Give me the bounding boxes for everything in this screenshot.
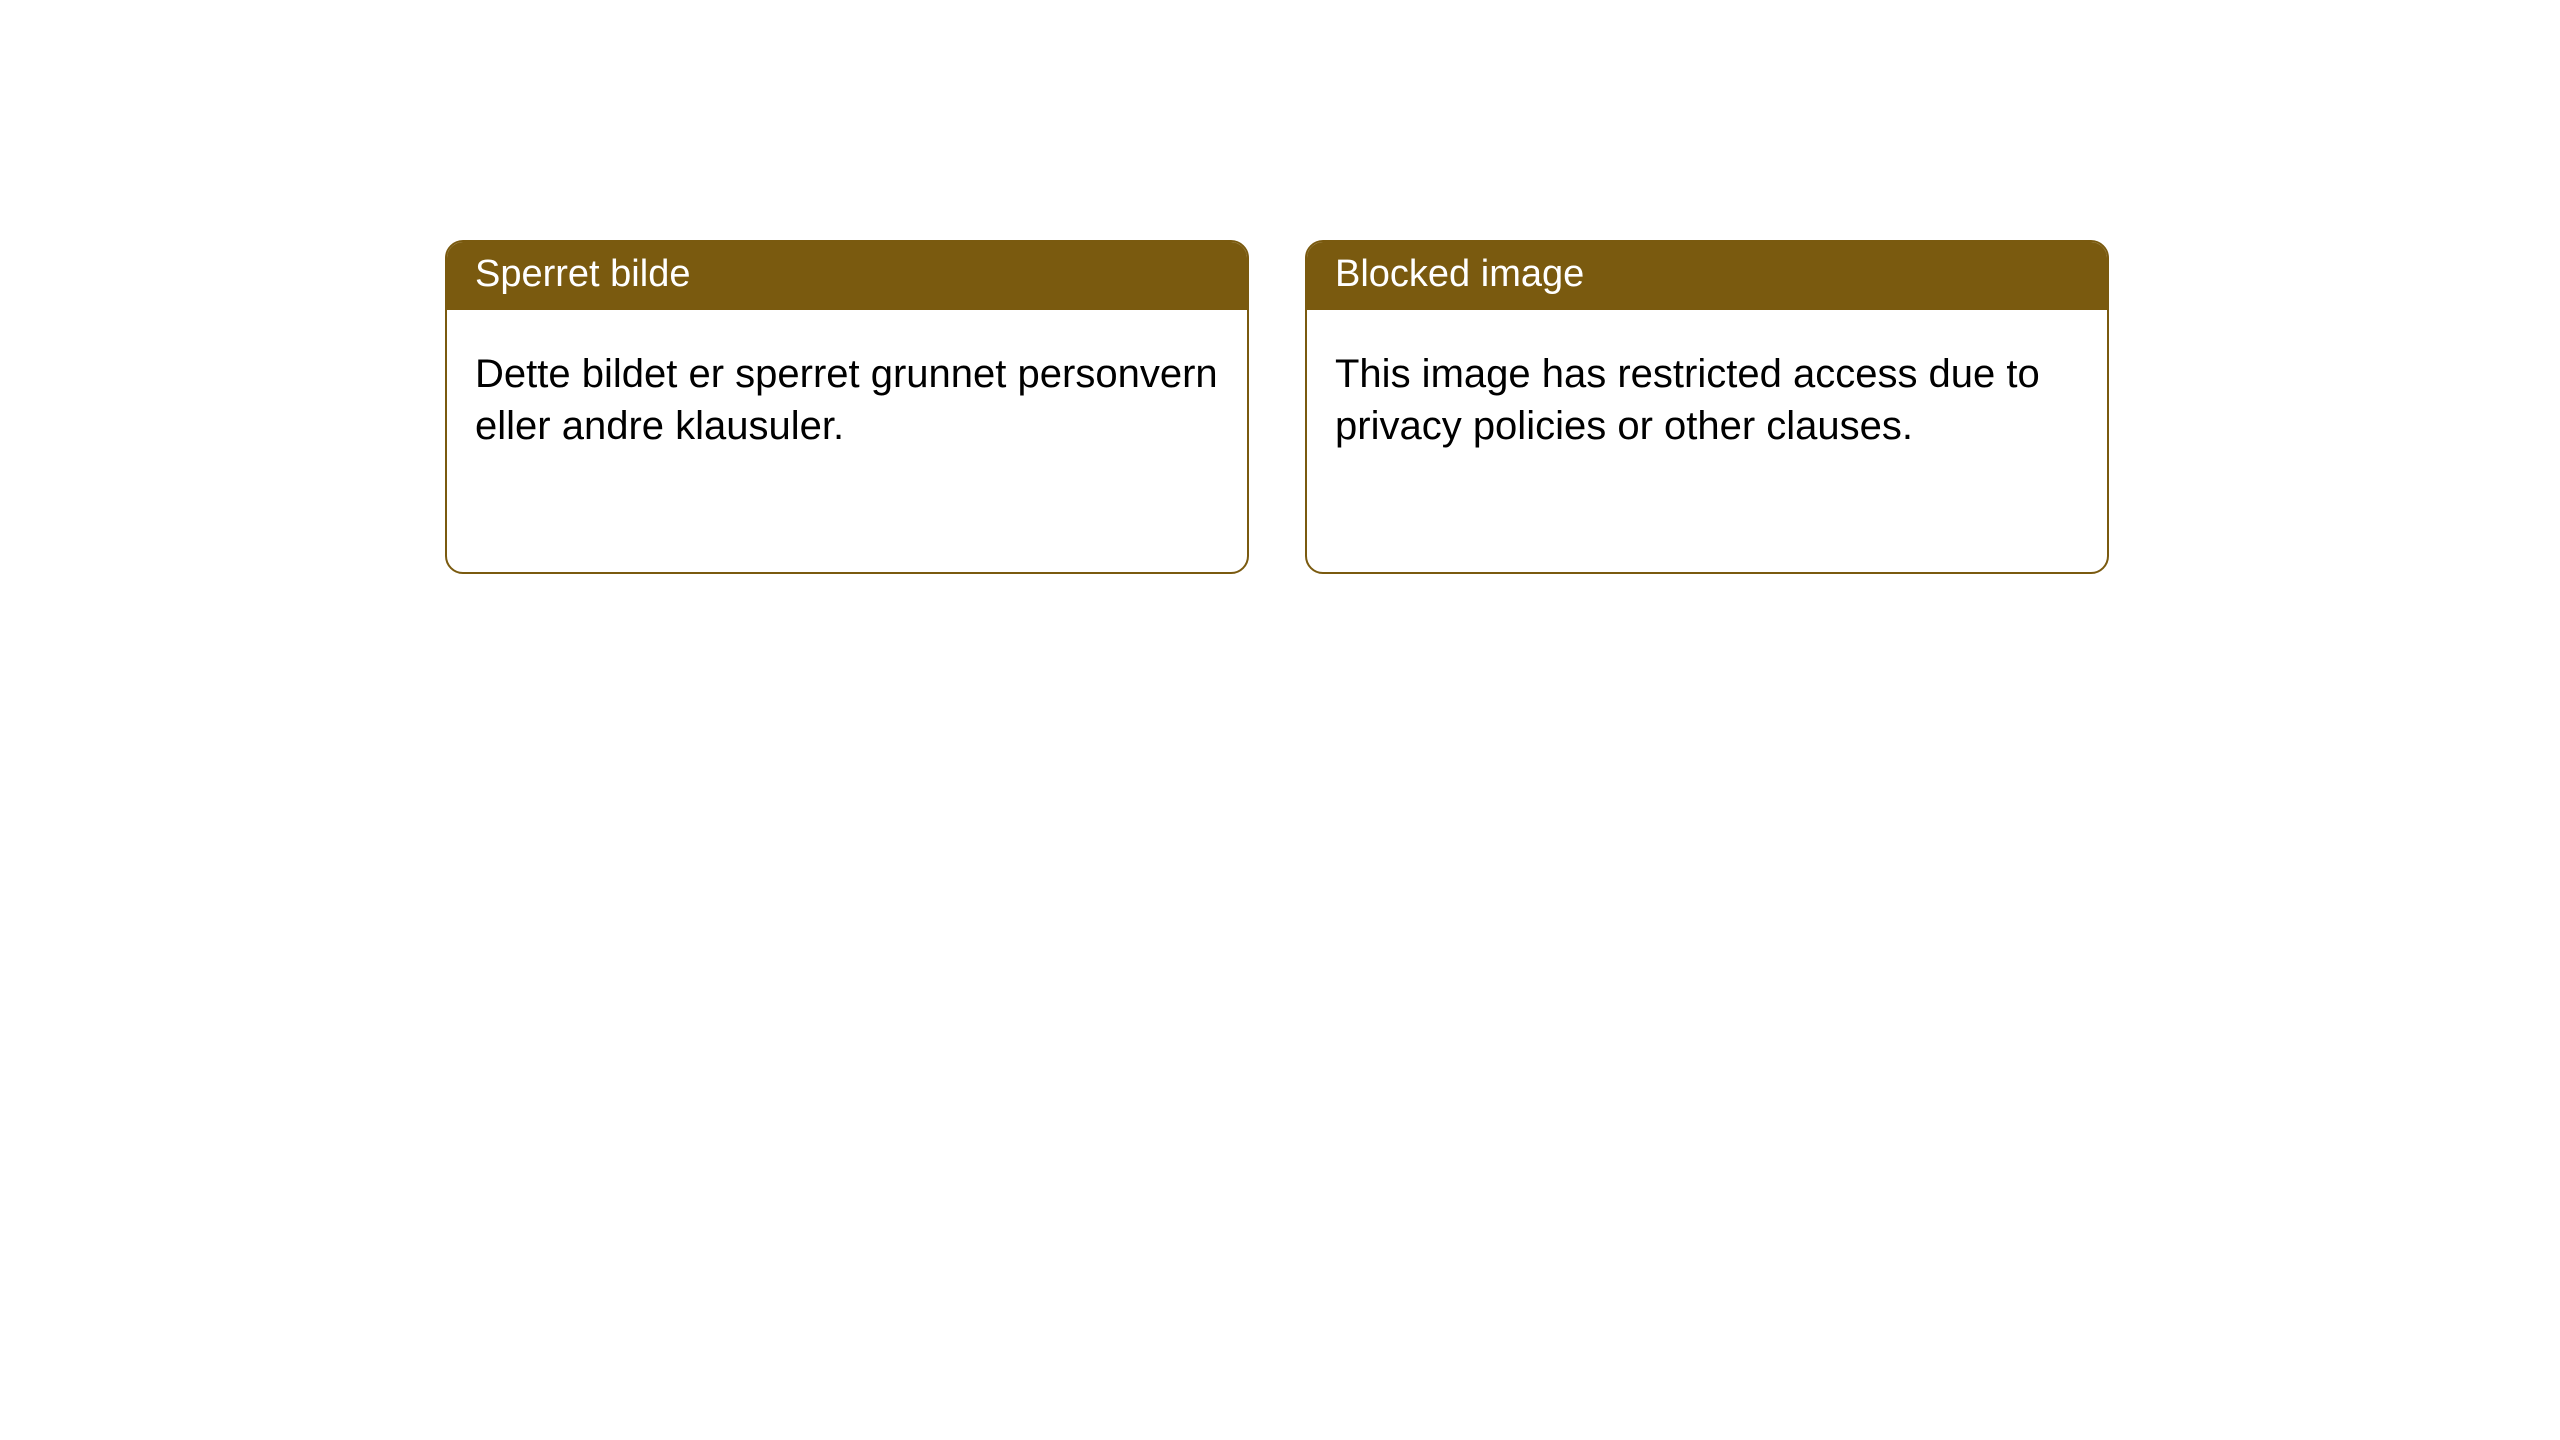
notice-body-norwegian: Dette bildet er sperret grunnet personve…: [447, 310, 1247, 480]
notice-title-norwegian: Sperret bilde: [447, 242, 1247, 310]
notice-body-english: This image has restricted access due to …: [1307, 310, 2107, 480]
notice-card-english: Blocked image This image has restricted …: [1305, 240, 2109, 574]
notice-card-norwegian: Sperret bilde Dette bildet er sperret gr…: [445, 240, 1249, 574]
notice-container: Sperret bilde Dette bildet er sperret gr…: [0, 0, 2560, 574]
notice-title-english: Blocked image: [1307, 242, 2107, 310]
